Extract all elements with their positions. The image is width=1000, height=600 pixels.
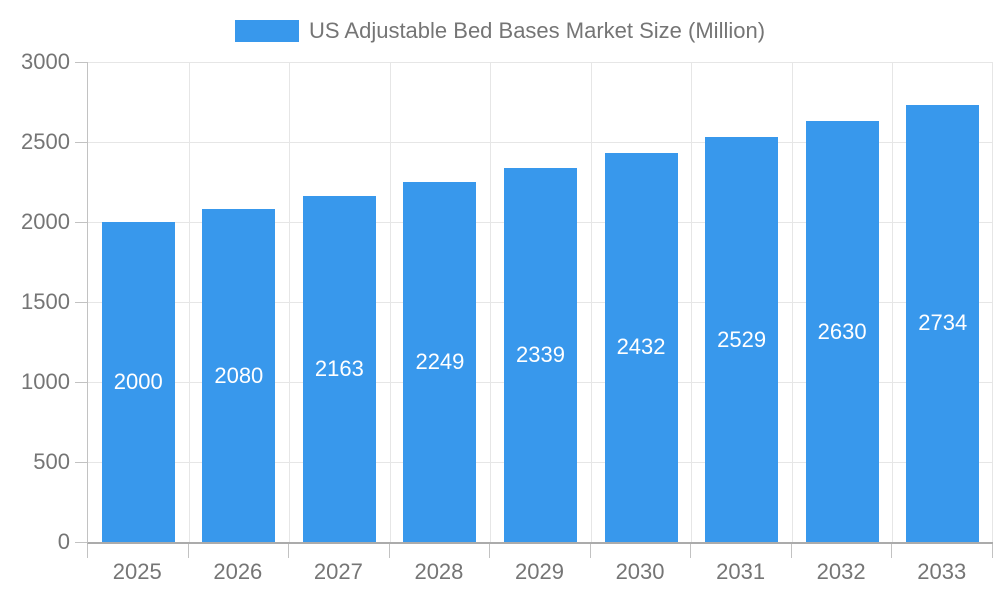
x-axis-tick — [590, 544, 591, 558]
bar-2030[interactable]: 2432 — [604, 152, 678, 542]
legend-swatch — [234, 20, 299, 42]
bar-2032[interactable]: 2630 — [805, 121, 879, 542]
bar-2025[interactable]: 2000 — [101, 222, 175, 542]
bar-value-label: 2432 — [616, 334, 666, 360]
legend[interactable]: US Adjustable Bed Bases Market Size (Mil… — [0, 18, 1000, 44]
y-axis-tick — [75, 542, 87, 543]
y-axis-label: 1500 — [21, 289, 70, 314]
x-axis-label: 2033 — [917, 559, 967, 584]
vertical-gridline — [892, 62, 893, 542]
y-axis-tick — [75, 142, 87, 143]
bar-value-label: 2000 — [113, 369, 163, 394]
vertical-gridline — [289, 62, 290, 542]
x-axis-tick — [489, 544, 490, 558]
bar-value-label: 2249 — [415, 349, 465, 375]
bar-2026[interactable]: 2080 — [202, 209, 276, 542]
x-axis-tick — [389, 544, 390, 558]
bar-2031[interactable]: 2529 — [705, 137, 779, 542]
vertical-gridline — [490, 62, 491, 542]
bar-value-label: 2734 — [918, 310, 968, 336]
vertical-gridline — [691, 62, 692, 542]
x-axis-tick — [87, 544, 88, 558]
x-axis-label: 2029 — [515, 559, 564, 584]
x-axis-tick — [188, 544, 189, 558]
x-axis-label: 2031 — [716, 559, 766, 584]
y-axis-label: 2000 — [21, 209, 70, 234]
x-axis-label: 2025 — [112, 559, 162, 584]
x-axis-label: 2026 — [213, 559, 263, 584]
x-axis-tick — [992, 544, 993, 558]
y-axis-tick — [75, 302, 87, 303]
y-axis-tick — [75, 382, 87, 383]
x-axis-tick — [690, 544, 691, 558]
bar-value-label: 2080 — [214, 362, 264, 388]
vertical-gridline — [591, 62, 592, 542]
bar-2027[interactable]: 2163 — [302, 195, 376, 542]
vertical-gridline — [792, 62, 793, 542]
y-axis-tick — [75, 462, 87, 463]
x-axis-tick — [791, 544, 792, 558]
y-axis-label: 500 — [33, 449, 70, 474]
bar-value-label: 2630 — [817, 318, 867, 344]
bar-value-label: 2339 — [516, 341, 565, 367]
x-axis-label: 2032 — [816, 559, 866, 584]
bar-2033[interactable]: 2734 — [906, 104, 980, 542]
y-axis-label: 3000 — [21, 49, 70, 74]
bar-2029[interactable]: 2339 — [504, 167, 577, 542]
plot-area: 2000 2080 2163 2249 2339 2432 2529 2630 2734 — [87, 62, 993, 544]
x-axis-label: 2030 — [615, 559, 665, 584]
y-axis-label: 1000 — [21, 369, 70, 394]
bar-value-label: 2163 — [314, 355, 364, 381]
vertical-gridline — [390, 62, 391, 542]
horizontal-gridline — [88, 62, 993, 63]
legend-label: US Adjustable Bed Bases Market Size (Mil… — [308, 18, 766, 43]
y-axis-tick — [75, 62, 87, 63]
bar-2028[interactable]: 2249 — [403, 182, 477, 542]
y-axis-tick — [75, 222, 87, 223]
x-axis-tick — [891, 544, 892, 558]
horizontal-gridline — [88, 142, 993, 143]
x-axis-label: 2028 — [414, 559, 464, 584]
y-axis-label: 2500 — [21, 129, 70, 154]
vertical-gridline — [189, 62, 190, 542]
x-axis-tick — [288, 544, 289, 558]
bar-value-label: 2529 — [717, 326, 767, 352]
x-axis-label: 2027 — [313, 559, 363, 584]
vertical-gridline — [992, 62, 993, 542]
y-axis-label: 0 — [57, 529, 70, 554]
